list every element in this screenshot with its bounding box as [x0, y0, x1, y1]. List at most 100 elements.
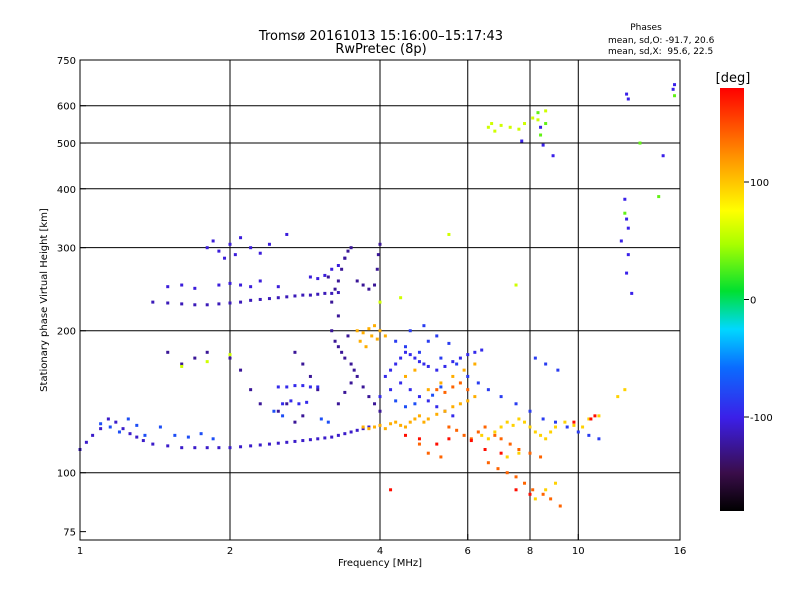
- data-point: [193, 303, 197, 307]
- colorbar-tick-label: 100: [750, 178, 769, 189]
- data-point: [258, 297, 262, 301]
- data-point: [158, 425, 162, 429]
- data-point: [373, 402, 377, 406]
- data-point: [439, 455, 443, 459]
- data-point: [383, 334, 387, 338]
- data-point: [462, 433, 466, 437]
- data-point: [99, 422, 103, 426]
- data-point: [451, 360, 455, 364]
- colorbar-tick-label: 0: [750, 296, 756, 307]
- data-point: [166, 444, 170, 448]
- data-point: [426, 399, 430, 403]
- data-point: [205, 303, 209, 307]
- data-point: [135, 423, 139, 427]
- data-point: [375, 337, 379, 341]
- data-point: [399, 296, 403, 300]
- data-point: [301, 293, 305, 297]
- data-point: [233, 253, 237, 257]
- data-point: [623, 211, 627, 215]
- data-point: [671, 87, 675, 91]
- data-point: [616, 395, 620, 399]
- data-point: [308, 438, 312, 442]
- data-points: [78, 83, 677, 508]
- data-point: [443, 364, 447, 368]
- data-point: [625, 271, 629, 275]
- data-point: [352, 368, 356, 372]
- data-point: [473, 350, 477, 354]
- data-point: [267, 242, 271, 246]
- data-point: [626, 97, 630, 101]
- data-point: [258, 443, 262, 447]
- data-point: [336, 433, 340, 437]
- data-point: [180, 364, 184, 368]
- data-point: [544, 437, 548, 441]
- data-point: [511, 423, 515, 427]
- data-point: [508, 442, 512, 446]
- data-point: [301, 384, 305, 388]
- data-point: [523, 122, 527, 126]
- data-point: [539, 133, 543, 137]
- data-point: [539, 433, 543, 437]
- x-tick-label: 2: [227, 546, 233, 557]
- data-point: [528, 425, 532, 429]
- y-tick-label: 750: [57, 56, 76, 67]
- data-point: [657, 195, 661, 199]
- data-point: [466, 353, 470, 357]
- data-point: [514, 402, 518, 406]
- y-tick-label: 75: [63, 528, 76, 539]
- data-point: [336, 402, 340, 406]
- data-point: [330, 291, 334, 295]
- data-point: [343, 256, 347, 260]
- data-point: [330, 435, 334, 439]
- data-point: [199, 432, 203, 436]
- data-point: [417, 395, 421, 399]
- data-point: [367, 287, 371, 291]
- data-point: [435, 412, 439, 416]
- data-point: [447, 437, 451, 441]
- data-point: [205, 246, 209, 250]
- data-point: [258, 402, 262, 406]
- data-point: [349, 362, 353, 366]
- data-point: [536, 118, 540, 122]
- data-point: [355, 428, 359, 432]
- y-tick-label: 200: [57, 327, 76, 338]
- data-point: [417, 360, 421, 364]
- data-point: [623, 197, 627, 201]
- data-point: [316, 437, 320, 441]
- phase-legend-x: mean, sd,X: 95.6, 22.5: [608, 47, 713, 57]
- data-point: [180, 446, 184, 450]
- data-point: [541, 492, 545, 496]
- data-point: [121, 427, 125, 431]
- data-point: [531, 488, 535, 492]
- data-point: [376, 253, 380, 257]
- data-point: [394, 339, 398, 343]
- data-point: [285, 385, 289, 389]
- data-point: [308, 385, 312, 389]
- data-point: [378, 409, 382, 413]
- data-point: [565, 425, 569, 429]
- data-point: [541, 417, 545, 421]
- data-point: [361, 385, 365, 389]
- data-point: [417, 350, 421, 354]
- data-point: [378, 329, 382, 333]
- data-point: [389, 388, 393, 392]
- data-point: [330, 329, 334, 333]
- data-point: [293, 294, 297, 298]
- data-point: [486, 437, 490, 441]
- data-point: [458, 356, 462, 360]
- data-point: [403, 425, 407, 429]
- x-tick-label: 10: [572, 546, 585, 557]
- data-point: [383, 427, 387, 431]
- colorbar-tick-label: -100: [750, 413, 773, 424]
- data-point: [439, 356, 443, 360]
- data-point: [466, 374, 470, 378]
- data-point: [439, 381, 443, 385]
- data-point: [301, 362, 305, 366]
- data-point: [520, 139, 524, 143]
- data-point: [630, 291, 634, 295]
- data-point: [505, 471, 509, 475]
- data-point: [361, 425, 365, 429]
- phase-legend-heading: Phases: [630, 23, 662, 33]
- data-point: [466, 399, 470, 403]
- data-point: [422, 324, 426, 328]
